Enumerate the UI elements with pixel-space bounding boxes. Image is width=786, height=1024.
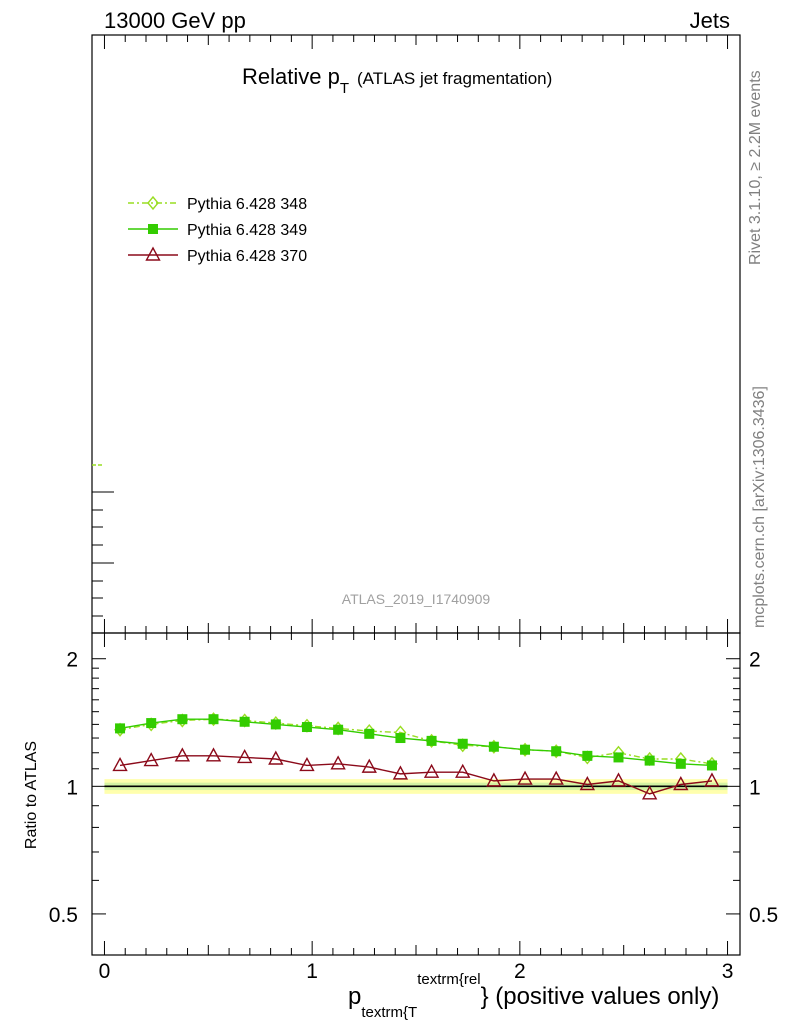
header-right-label: Jets xyxy=(690,8,730,33)
legend-label: Pythia 6.428 349 xyxy=(187,222,307,239)
series-3 xyxy=(112,747,720,800)
data-point-marker xyxy=(333,724,344,735)
data-point-marker xyxy=(112,756,128,772)
plot-title: Relative pT(ATLAS jet fragmentation) xyxy=(242,64,552,97)
uncertainty-bands xyxy=(104,779,728,794)
data-point-marker xyxy=(551,746,562,757)
data-point-marker xyxy=(145,246,161,261)
series-2 xyxy=(115,714,717,771)
ratio-tick-label: 2 xyxy=(66,649,78,672)
data-point-marker xyxy=(143,752,159,767)
data-point-marker xyxy=(517,770,533,785)
data-point-marker xyxy=(208,714,219,725)
ratio-tick-label: 0.5 xyxy=(49,904,78,927)
legend: Pythia 6.428 348 Pythia 6.428 349 Pythia 6… xyxy=(128,195,307,265)
data-point-marker xyxy=(548,770,564,785)
series-1 xyxy=(114,712,718,771)
main-panel-ticks xyxy=(92,491,114,617)
ratio-tick-label-right: 1 xyxy=(749,776,761,799)
main-panel: Relative pT(ATLAS jet fragmentation) Pyt… xyxy=(91,34,741,634)
data-point-marker xyxy=(236,748,253,764)
data-point-marker xyxy=(299,756,315,772)
x-tick-label: 2 xyxy=(514,960,526,983)
data-point-marker xyxy=(486,772,502,787)
data-point-marker xyxy=(268,750,284,765)
data-point-marker xyxy=(613,752,624,763)
data-point-marker xyxy=(147,195,159,211)
data-point-marker xyxy=(426,735,437,746)
x-axis-title: ptextrm{Ttextrm{rel} (positive values on… xyxy=(348,971,719,1021)
data-point-marker xyxy=(610,772,627,787)
ratio-series xyxy=(112,712,720,800)
data-point-marker xyxy=(641,785,658,800)
data-point-marker xyxy=(364,728,375,739)
data-point-marker xyxy=(488,741,499,752)
series-line xyxy=(119,718,712,767)
mcplots-label: mcplots.cern.ch [arXiv:1306.3436] xyxy=(751,386,768,628)
ratio-panel: 0.5 0.5 1 1 2 2 Ratio to ATLAS xyxy=(23,35,778,956)
data-point-marker xyxy=(205,747,222,762)
data-point-marker xyxy=(673,776,689,791)
ratio-tick-label: 1 xyxy=(66,776,78,799)
data-point-marker xyxy=(148,224,158,234)
data-point-marker xyxy=(174,747,191,762)
ratio-panel-frame xyxy=(91,632,741,956)
data-point-marker xyxy=(392,765,409,780)
data-point-marker xyxy=(675,758,686,769)
data-point-marker xyxy=(395,733,406,744)
data-point-marker xyxy=(579,776,596,791)
ratio-axis-label: Ratio to ATLAS xyxy=(23,741,40,849)
data-point-marker xyxy=(520,744,531,755)
series-line xyxy=(119,755,713,795)
x-tick-label: 1 xyxy=(306,960,318,983)
data-point-marker xyxy=(115,723,126,734)
x-tick-labels: 0 1 2 3 xyxy=(99,960,734,983)
data-point-marker xyxy=(330,755,346,770)
data-point-marker xyxy=(301,722,312,733)
main-panel-frame xyxy=(91,34,741,634)
legend-label: Pythia 6.428 348 xyxy=(187,196,307,213)
data-point-marker xyxy=(361,758,377,773)
data-point-marker xyxy=(706,760,717,771)
ratio-tick-label-right: 2 xyxy=(749,649,761,672)
legend-label: Pythia 6.428 370 xyxy=(187,248,307,265)
data-point-marker xyxy=(455,763,471,778)
ratio-tick-label-right: 0.5 xyxy=(749,904,778,927)
data-point-marker xyxy=(423,763,440,778)
analysis-id-label: ATLAS_2019_I1740909 xyxy=(342,591,491,607)
data-point-marker xyxy=(457,738,468,749)
data-point-marker xyxy=(644,755,655,766)
data-point-marker xyxy=(239,716,250,727)
data-point-marker xyxy=(270,719,281,730)
x-tick-label: 3 xyxy=(722,960,734,983)
data-point-marker xyxy=(582,750,593,761)
x-tick-label: 0 xyxy=(99,960,111,983)
ratio-panel-ticks: 0.5 0.5 1 1 2 2 xyxy=(49,35,778,956)
data-point-marker xyxy=(704,772,720,787)
data-point-marker xyxy=(146,718,157,729)
header-left-label: 13000 GeV pp xyxy=(104,8,246,33)
rivet-version-label: Rivet 3.1.10, ≥ 2.2M events xyxy=(747,70,764,265)
data-point-marker xyxy=(177,714,188,725)
